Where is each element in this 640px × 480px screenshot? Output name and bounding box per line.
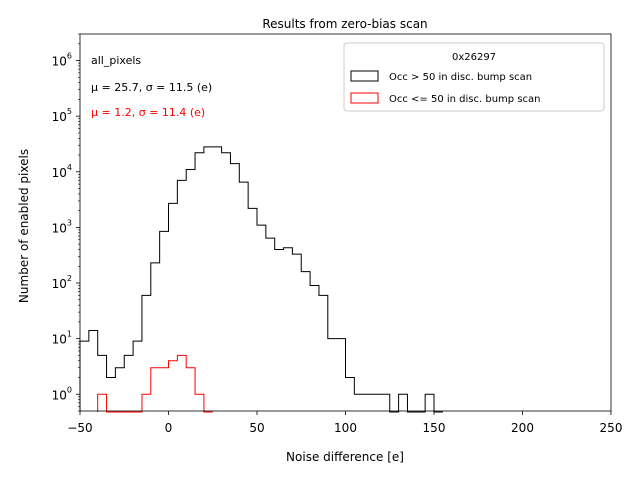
annotation-all-pixels: all_pixels <box>91 54 141 67</box>
legend-label-occ-low: Occ <= 50 in disc. bump scan <box>389 94 541 105</box>
histogram-series-1 <box>97 354 213 413</box>
chart-title: Results from zero-bias scan <box>262 17 427 31</box>
annotation-occ-high-stats: μ = 25.7, σ = 11.5 (e) <box>91 81 212 94</box>
x-tick-label: 0 <box>165 421 173 435</box>
x-tick-label: 50 <box>249 421 264 435</box>
legend: 0x26297 Occ > 50 in disc. bump scan Occ … <box>343 42 605 112</box>
annotation-occ-low-stats: μ = 1.2, σ = 11.4 (e) <box>91 106 205 119</box>
x-tick-label: 200 <box>511 421 534 435</box>
x-tick-label: −50 <box>67 421 92 435</box>
y-axis-label: Number of enabled pixels <box>17 149 31 303</box>
x-axis-label: Noise difference [e] <box>286 450 404 464</box>
legend-swatch-occ-low <box>350 92 379 104</box>
legend-label-occ-high: Occ > 50 in disc. bump scan <box>389 72 532 83</box>
plot-frame <box>79 33 612 412</box>
histogram-series-0 <box>79 146 443 413</box>
legend-title: 0x26297 <box>452 52 496 63</box>
series-layer <box>79 146 443 413</box>
legend-box <box>343 42 605 112</box>
legend-swatch-occ-high <box>350 70 379 82</box>
x-tick-label: 100 <box>334 421 357 435</box>
x-tick-label: 150 <box>423 421 446 435</box>
x-axis-ticks: −50 0 50 100 150 200 250 <box>67 411 622 435</box>
x-tick-label: 250 <box>600 421 623 435</box>
